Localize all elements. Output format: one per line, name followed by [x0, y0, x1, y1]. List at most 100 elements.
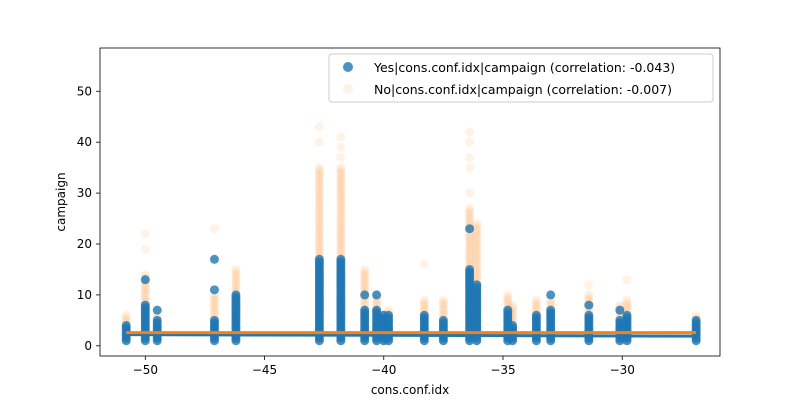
data-point-no: [360, 298, 370, 308]
data-point-no: [314, 180, 324, 190]
data-point-no: [336, 170, 346, 180]
regression-line-yes: [126, 333, 697, 338]
data-point-no: [465, 244, 475, 254]
data-point-yes: [465, 264, 475, 274]
data-point-no: [336, 216, 346, 226]
data-point-no: [336, 206, 346, 216]
data-point-no: [465, 254, 475, 264]
data-point-no: [336, 168, 346, 178]
data-point-yes: [546, 305, 556, 315]
data-point-no: [314, 137, 324, 147]
data-point-no: [622, 275, 632, 285]
data-point-no: [231, 272, 241, 282]
data-point-no: [314, 242, 324, 252]
data-point-no: [336, 163, 346, 173]
data-point-yes: [360, 305, 370, 315]
data-point-no: [336, 196, 346, 206]
x-axis-label: cons.conf.idx: [371, 383, 449, 397]
x-tick-label: −45: [252, 363, 277, 377]
data-point-no: [209, 303, 219, 313]
data-point-no: [314, 178, 324, 188]
data-point-yes: [622, 310, 632, 320]
data-point-no: [472, 254, 482, 264]
data-point-no: [314, 236, 324, 246]
data-point-no: [472, 262, 482, 272]
data-point-no: [314, 193, 324, 203]
legend: Yes|cons.conf.idx|campaign (correlation:…: [328, 53, 714, 103]
data-point-no: [314, 219, 324, 229]
data-point-no: [209, 295, 219, 305]
data-point-no: [360, 277, 370, 287]
data-point-no: [336, 239, 346, 249]
data-point-no: [314, 173, 324, 183]
data-point-no: [209, 224, 219, 234]
data-point-no: [360, 282, 370, 292]
data-point-no: [336, 214, 346, 224]
data-point-yes: [384, 310, 394, 320]
data-point-no: [314, 203, 324, 213]
data-point-no: [314, 224, 324, 234]
data-point-no: [314, 221, 324, 231]
data-point-no: [472, 229, 482, 239]
data-point-no: [209, 300, 219, 310]
data-point-no: [584, 290, 594, 300]
data-point-no: [140, 292, 150, 302]
data-point-no: [465, 252, 475, 262]
y-tick-label: 0: [84, 339, 92, 353]
data-point-yes: [584, 310, 594, 320]
data-point-no: [314, 122, 324, 132]
data-point-no: [336, 221, 346, 231]
data-point-no: [622, 298, 632, 308]
data-point-no: [438, 295, 448, 305]
data-point-no: [472, 257, 482, 267]
data-point-no: [336, 211, 346, 221]
axes: −50 −45 −40 −35 −30 0 10 20 30 40 50: [77, 84, 635, 377]
data-point-no: [360, 270, 370, 280]
data-point-no: [465, 234, 475, 244]
data-point-no: [438, 298, 448, 308]
data-point-yes: [231, 290, 241, 300]
data-point-yes: [372, 305, 382, 315]
data-point-no: [314, 170, 324, 180]
data-point-no: [472, 242, 482, 252]
data-point-no: [419, 295, 429, 305]
data-point-no: [336, 152, 346, 162]
data-point-no: [140, 290, 150, 300]
data-point-yes: [546, 290, 556, 300]
data-point-no: [472, 272, 482, 282]
data-point-no: [314, 196, 324, 206]
data-point-no: [465, 152, 475, 162]
y-tick-label: 40: [77, 135, 92, 149]
data-point-yes: [209, 285, 219, 295]
data-point-no: [314, 216, 324, 226]
data-point-no: [314, 198, 324, 208]
data-point-no: [231, 264, 241, 274]
data-point-no: [314, 244, 324, 254]
y-tick-label: 30: [77, 186, 92, 200]
data-point-no: [465, 236, 475, 246]
data-point-no: [231, 277, 241, 287]
data-point-no: [472, 244, 482, 254]
y-tick-label: 20: [77, 237, 92, 251]
legend-label-yes: Yes|cons.conf.idx|campaign (correlation:…: [373, 60, 675, 75]
y-axis-label: campaign: [54, 172, 68, 231]
data-point-yes: [438, 315, 448, 325]
data-point-no: [336, 191, 346, 201]
data-point-yes: [503, 305, 513, 315]
data-point-no: [472, 234, 482, 244]
data-point-no: [336, 244, 346, 254]
data-point-yes: [360, 290, 370, 300]
data-point-no: [465, 242, 475, 252]
data-point-no: [121, 313, 131, 323]
data-point-no: [472, 226, 482, 236]
data-point-no: [209, 298, 219, 308]
data-point-no: [531, 300, 541, 310]
data-point-no: [472, 236, 482, 246]
data-point-no: [465, 211, 475, 221]
data-point-no: [336, 247, 346, 257]
data-point-no: [336, 236, 346, 246]
data-point-yes: [121, 320, 131, 330]
data-point-no: [336, 180, 346, 190]
data-point-no: [360, 280, 370, 290]
